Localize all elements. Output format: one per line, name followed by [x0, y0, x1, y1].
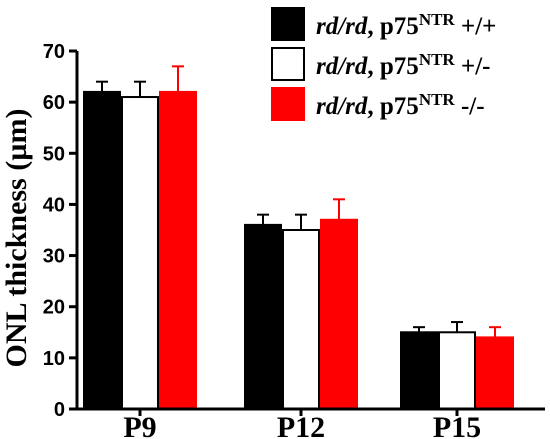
legend: rd/rd, p75NTR +/+ rd/rd, p75NTR +/- rd/rd,… — [271, 7, 496, 121]
y-tick-label: 20 — [43, 297, 65, 319]
x-category-label: P9 — [123, 411, 156, 439]
legend-label: rd/rd, p75NTR +/- — [316, 50, 491, 80]
y-tick-label: 0 — [54, 399, 65, 421]
legend-label: rd/rd, p75NTR -/- — [316, 90, 485, 120]
legend-swatch — [271, 47, 305, 81]
y-axis-title: ONL thickness (µm) — [0, 109, 33, 368]
y-tick-label: 60 — [43, 92, 65, 114]
y-tick-label: 40 — [43, 194, 65, 216]
bar — [476, 336, 514, 410]
bar — [159, 90, 197, 411]
bar — [438, 331, 476, 410]
bar — [400, 331, 438, 410]
legend-swatch — [271, 87, 305, 121]
y-tick-label: 50 — [43, 143, 65, 165]
y-tick-label: 10 — [43, 348, 65, 370]
bar — [282, 229, 320, 410]
bar — [244, 223, 282, 410]
error-bars-group — [96, 65, 501, 338]
legend-swatch — [271, 7, 305, 41]
bar — [121, 96, 159, 411]
bar — [320, 218, 358, 410]
x-category-label: P12 — [277, 411, 325, 439]
y-tick-label: 70 — [43, 41, 65, 63]
bars-group — [83, 90, 514, 411]
bar — [83, 90, 121, 411]
axes-group: 0 10 20 30 40 50 60 70 P9 P12 P15 — [43, 41, 545, 439]
y-tick-label: 30 — [43, 246, 65, 268]
legend-label: rd/rd, p75NTR +/+ — [316, 10, 496, 40]
x-category-label: P15 — [433, 411, 481, 439]
